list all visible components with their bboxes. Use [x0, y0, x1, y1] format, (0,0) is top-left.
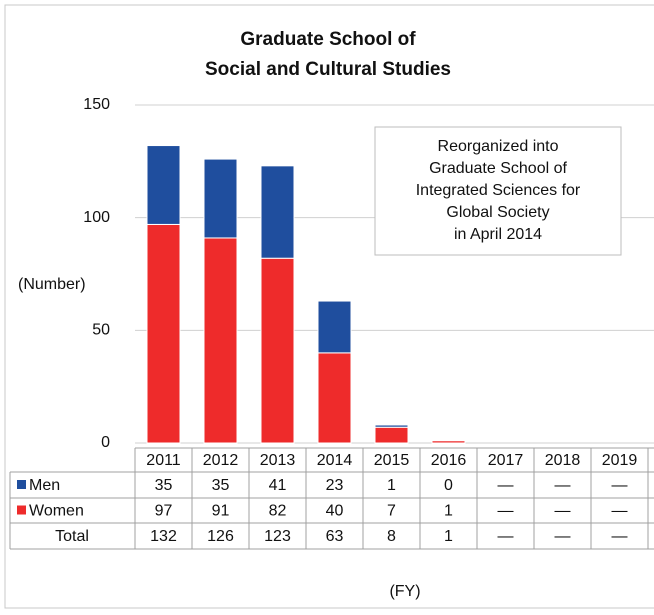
table-cell: 40 [326, 503, 344, 520]
table-cell: 1 [444, 503, 453, 520]
table-cell: 97 [155, 503, 173, 520]
table-cell: 7 [387, 503, 396, 520]
table-cell: 35 [212, 477, 230, 494]
annotation-text: Graduate School of [429, 160, 567, 177]
x-tick-label: 2017 [488, 452, 524, 469]
table-cell: — [498, 477, 514, 494]
table-cell: 1 [444, 528, 453, 545]
y-axis-label: (Number) [18, 276, 86, 293]
table-cell: — [555, 528, 571, 545]
bar-segment [317, 300, 352, 354]
chart-title: Graduate School of [240, 29, 416, 50]
x-tick-label: 2018 [545, 452, 581, 469]
bar-segment [203, 158, 238, 239]
x-tick-label: 2014 [317, 452, 353, 469]
y-tick-label: 0 [101, 434, 110, 451]
table-cell: 0 [444, 477, 453, 494]
annotation-text: Global Society [446, 204, 549, 221]
bar-segment [431, 440, 466, 444]
x-tick-label: 2016 [431, 452, 467, 469]
table-cell: — [612, 503, 628, 520]
legend-swatch [17, 480, 26, 489]
table-cell: 8 [387, 528, 396, 545]
annotation-text: Reorganized into [438, 138, 559, 155]
table-cell: 23 [326, 477, 344, 494]
table-cell: — [555, 477, 571, 494]
annotation-text: in April 2014 [454, 226, 542, 243]
y-tick-label: 150 [83, 96, 110, 113]
x-tick-label: 2019 [602, 452, 638, 469]
bar-segment [146, 223, 181, 444]
table-cell: 1 [387, 477, 396, 494]
table-cell: 82 [269, 503, 287, 520]
y-tick-label: 100 [83, 209, 110, 226]
x-tick-label: 2013 [260, 452, 296, 469]
table-cell: 63 [326, 528, 344, 545]
table-cell: 41 [269, 477, 287, 494]
chart-title: Social and Cultural Studies [205, 59, 451, 80]
bar-segment [203, 237, 238, 444]
y-tick-label: 50 [92, 322, 110, 339]
bar-segment [260, 257, 295, 444]
x-tick-label: 2012 [203, 452, 239, 469]
bar-segment [146, 145, 181, 225]
bar-segment [260, 165, 295, 259]
table-cell: 35 [155, 477, 173, 494]
table-cell: — [612, 477, 628, 494]
table-cell: — [555, 503, 571, 520]
table-cell: — [498, 503, 514, 520]
annotation-box [374, 126, 622, 256]
x-tick-label: 2015 [374, 452, 410, 469]
x-tick-label: 2011 [146, 452, 181, 469]
table-cell: 91 [212, 503, 230, 520]
bar-segment [317, 352, 352, 444]
bar-segment [374, 426, 409, 444]
table-row-label: Total [55, 528, 89, 545]
table-cell: — [612, 528, 628, 545]
table-cell: 132 [150, 528, 177, 545]
legend-swatch [17, 505, 26, 515]
table-cell: 126 [207, 528, 234, 545]
table-cell: 123 [264, 528, 291, 545]
legend-label: Women [29, 503, 84, 520]
frame [4, 4, 654, 609]
x-axis-label: (FY) [389, 583, 420, 600]
table-cell: — [498, 528, 514, 545]
annotation-text: Integrated Sciences for [416, 182, 581, 199]
legend-label: Men [29, 477, 60, 494]
bar-segment [374, 424, 409, 428]
